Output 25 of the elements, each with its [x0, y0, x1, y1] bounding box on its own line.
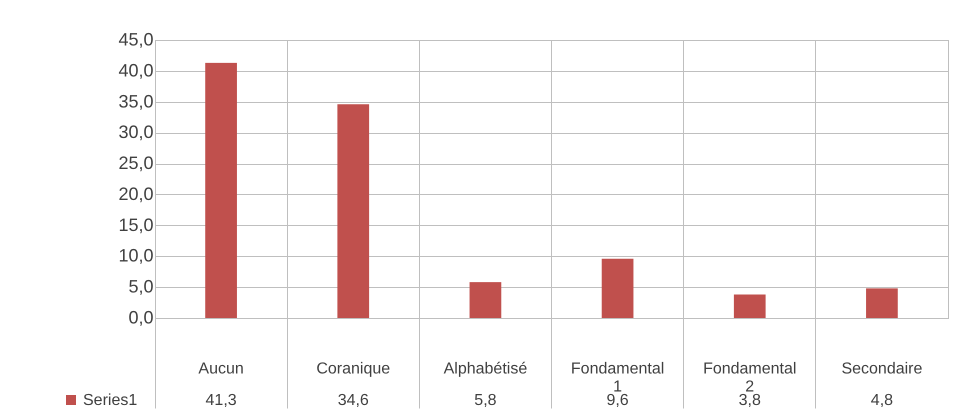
y-tick-label: 20,0	[118, 184, 154, 204]
x-tick-label: Coranique	[316, 360, 390, 378]
y-tick-label: 0,0	[128, 308, 154, 328]
data-label: 5,8	[474, 392, 497, 409]
bar	[734, 294, 766, 318]
bar	[205, 62, 237, 318]
data-label: 34,6	[338, 392, 369, 409]
data-label: 4,8	[870, 392, 894, 409]
y-tick-label: 35,0	[118, 91, 154, 112]
bar	[470, 282, 502, 318]
bar	[337, 104, 370, 318]
x-tick-label: Secondaire	[841, 360, 922, 378]
y-tick-label: 10,0	[118, 246, 154, 266]
legend-label: Series1	[83, 392, 138, 409]
y-tick-label: 25,0	[118, 153, 154, 174]
y-tick-label: 40,0	[118, 60, 154, 80]
x-tick-label: Alphabétisé	[444, 360, 528, 378]
y-tick-label: 5,0	[128, 276, 154, 297]
bar	[866, 288, 898, 318]
x-tick-label: Aucun	[198, 360, 244, 378]
y-tick-label: 15,0	[118, 214, 154, 235]
data-label: 41,3	[206, 392, 237, 409]
y-tick-label: 30,0	[118, 122, 154, 142]
bar	[602, 258, 634, 318]
y-tick-label: 45,0	[118, 30, 154, 50]
